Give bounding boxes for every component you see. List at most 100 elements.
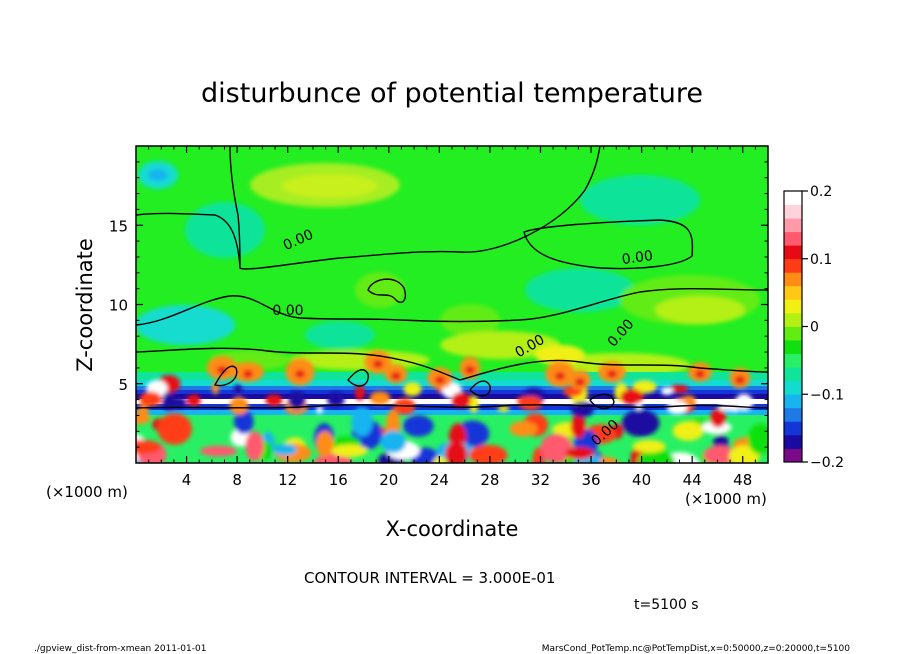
convective-cells — [136, 350, 768, 463]
convective-cell — [509, 421, 538, 437]
band-cell — [497, 405, 510, 412]
x-tick-label: 32 — [531, 471, 550, 489]
contour-interval: CONTOUR INTERVAL = 3.000E-01 — [304, 569, 555, 587]
colorbar-swatch — [784, 285, 802, 300]
colorbar-swatch — [784, 258, 802, 273]
colorbar-swatch — [784, 231, 802, 246]
band-cell — [265, 394, 283, 407]
convective-cell — [632, 439, 666, 453]
convective-cell — [621, 409, 660, 437]
convective-cell — [272, 443, 297, 456]
convective-cell — [351, 407, 373, 437]
contour-label: 0.00 — [272, 303, 303, 319]
footer-left: ./gpview_dist-from-xmean 2011-01-01 — [34, 644, 206, 654]
x-unit-left: (×1000 m) — [46, 483, 128, 501]
colorbar-swatch — [784, 272, 802, 287]
convective-cell — [403, 415, 434, 437]
convective-cell — [565, 447, 595, 460]
colorbar-swatch — [784, 407, 802, 422]
band-cell — [620, 389, 644, 405]
convective-cell — [316, 431, 334, 457]
band-cell — [233, 384, 243, 395]
band-cell — [354, 385, 365, 401]
convective-cell — [331, 444, 368, 458]
plume-core — [295, 370, 305, 378]
colorbar-swatch — [784, 434, 802, 449]
convective-cell — [747, 423, 768, 455]
colorbar-swatch — [784, 421, 802, 436]
contour-line-zero — [136, 347, 768, 381]
x-tick-label: 20 — [379, 471, 398, 489]
band-cell — [451, 392, 472, 408]
band-cell — [666, 400, 688, 415]
colorbar-swatch — [784, 191, 802, 205]
y-tick-label: 10 — [109, 297, 128, 315]
colorbar-swatch — [784, 299, 802, 314]
contour-line-zero — [367, 278, 406, 304]
colorbar-swatch — [784, 326, 802, 341]
convective-cell — [245, 431, 264, 462]
contour-line-zero — [213, 365, 238, 387]
band-cell — [229, 397, 249, 415]
contour-line-zero — [469, 380, 491, 397]
x-tick-label: 24 — [430, 471, 449, 489]
band-cell — [734, 393, 754, 412]
colorbar-swatch — [784, 245, 802, 260]
colorbar-swatch — [784, 218, 802, 233]
band-cell — [186, 394, 201, 407]
band-cell — [167, 396, 187, 409]
band-cell — [138, 402, 149, 418]
colorbar-labels: 0.2 0.1 0 −0.1 −0.2 — [802, 184, 844, 471]
colorbar-tick-label: 0.1 — [810, 252, 832, 268]
y-axis-title: Z-coordinate — [73, 238, 97, 372]
plot-area — [136, 146, 768, 463]
x-tick-label: 16 — [329, 471, 348, 489]
convective-cell — [445, 441, 468, 463]
band-cell — [403, 382, 422, 397]
x-tick-label: 12 — [278, 471, 297, 489]
colorbar-swatch — [784, 448, 802, 463]
contour-line-zero — [229, 146, 241, 269]
colorbar — [784, 191, 802, 463]
y-tick-label: 15 — [109, 217, 128, 235]
colorbar-swatch — [784, 394, 802, 409]
footer-right: MarsCond_PotTemp.nc@PotTempDist,x=0:5000… — [542, 644, 851, 654]
contour-line-zero — [589, 393, 615, 410]
plume-core — [555, 372, 565, 380]
convective-cell — [570, 414, 586, 439]
band-cell — [518, 396, 543, 411]
colorbar-swatch — [784, 312, 802, 327]
plume-core — [735, 376, 745, 384]
band-cell — [661, 387, 674, 395]
upper-field — [136, 161, 760, 377]
convective-cell — [136, 439, 162, 455]
band-cell — [139, 391, 162, 407]
plume-core — [575, 378, 585, 386]
colorbar-tick-label: 0 — [810, 320, 819, 336]
band-cell — [668, 384, 689, 394]
convective-cell — [157, 413, 192, 445]
band-cell — [570, 401, 594, 418]
contour-lines — [136, 146, 768, 410]
convective-cell — [380, 430, 407, 454]
convective-cell — [136, 412, 151, 425]
colorbar-swatch — [784, 340, 802, 354]
contour-line-zero — [136, 287, 768, 326]
band-cell — [632, 380, 657, 394]
plume-core — [695, 370, 705, 378]
x-tick-label: 48 — [733, 471, 752, 489]
colorbar-tick-label: −0.2 — [810, 455, 844, 471]
band-cell — [327, 392, 345, 408]
convective-cell — [672, 421, 704, 441]
y-axis: 5 10 15 — [109, 161, 768, 448]
convective-cell — [469, 444, 508, 463]
convective-cell — [637, 449, 675, 463]
plume-core — [373, 360, 383, 368]
plume-core — [435, 376, 445, 384]
x-tick-label: 28 — [480, 471, 499, 489]
x-tick-label: 40 — [632, 471, 651, 489]
plume-core — [465, 366, 475, 374]
colorbar-swatch — [784, 380, 802, 395]
y-tick-label: 5 — [118, 376, 128, 394]
x-axis-title: X-coordinate — [386, 517, 519, 541]
